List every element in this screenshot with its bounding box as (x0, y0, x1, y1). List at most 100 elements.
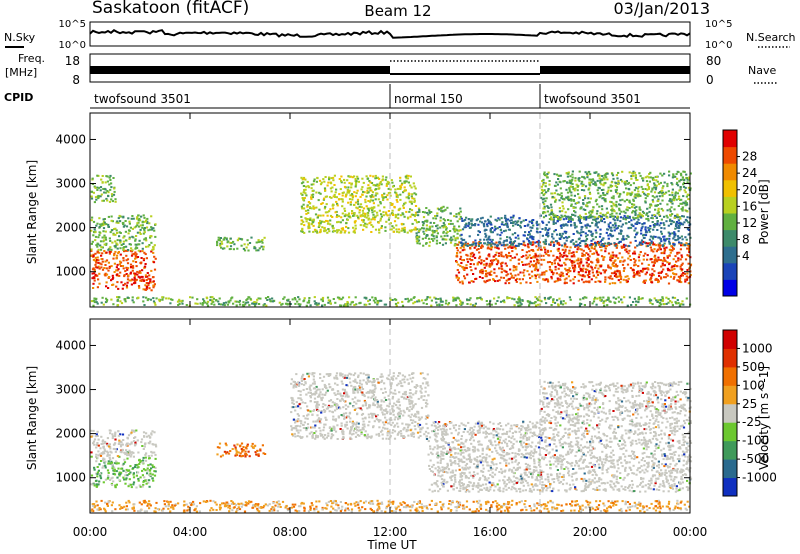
heatmap-cell (367, 218, 370, 221)
heatmap-cell (100, 254, 103, 257)
heatmap-cell (154, 223, 157, 226)
heatmap-cell (648, 210, 651, 213)
heatmap-cell (682, 195, 685, 198)
heatmap-cell (519, 243, 522, 246)
heatmap-cell (126, 281, 129, 284)
heatmap-cell (572, 267, 575, 270)
heatmap-cell (410, 433, 413, 436)
heatmap-cell (515, 280, 518, 283)
heatmap-cell (109, 432, 112, 435)
heatmap-cell (95, 483, 98, 486)
heatmap-cell (535, 220, 538, 223)
heatmap-cell (675, 273, 678, 276)
heatmap-cell (636, 273, 639, 276)
heatmap-cell (466, 303, 469, 305)
heatmap-cell (500, 255, 503, 258)
heatmap-cell (661, 194, 664, 197)
heatmap-cell (313, 300, 316, 303)
heatmap-cell (592, 300, 596, 303)
heatmap-cell (686, 203, 689, 206)
colorbar-segment (723, 179, 737, 197)
heatmap-cell (654, 204, 657, 207)
heatmap-cell (377, 432, 380, 435)
heatmap-cell (580, 261, 583, 264)
heatmap-cell (619, 220, 622, 223)
heatmap-cell (672, 247, 675, 250)
heatmap-cell (108, 252, 111, 255)
heatmap-cell (120, 244, 123, 246)
heatmap-cell (651, 217, 654, 220)
heatmap-cell (97, 236, 100, 239)
heatmap-cell (104, 274, 107, 277)
heatmap-cell (611, 257, 614, 259)
heatmap-cell (96, 442, 99, 444)
heatmap-cell (536, 231, 539, 234)
heatmap-cell (535, 262, 538, 265)
heatmap-cell (585, 258, 588, 261)
heatmap-cell (391, 181, 394, 184)
heatmap-cell (472, 280, 475, 283)
heatmap-cell (149, 236, 152, 239)
heatmap-cell (653, 184, 656, 187)
heatmap-cell (300, 215, 303, 218)
heatmap-cell (255, 249, 258, 252)
heatmap-cell (119, 260, 122, 263)
heatmap-cell (443, 219, 447, 222)
heatmap-cell (665, 273, 668, 276)
heatmap-cell (543, 246, 546, 249)
heatmap-cell (333, 230, 336, 232)
heatmap-cell (647, 187, 650, 190)
heatmap-cell (645, 212, 648, 215)
heatmap-cell (528, 233, 531, 236)
heatmap-cell (644, 188, 647, 190)
heatmap-cell (399, 186, 403, 189)
heatmap-cell (587, 171, 590, 174)
heatmap-cell (526, 245, 530, 248)
heatmap-cell (551, 218, 554, 221)
heatmap-cell (113, 187, 116, 190)
heatmap-cell (436, 232, 439, 235)
heatmap-cell (640, 239, 644, 242)
heatmap-cell (137, 479, 140, 482)
heatmap-cell (90, 455, 93, 458)
heatmap-cell (542, 178, 545, 181)
y-tick-label: 2000 (55, 221, 86, 235)
heatmap-cell (626, 216, 629, 219)
heatmap-cell (563, 251, 566, 254)
heatmap-cell (355, 180, 358, 183)
heatmap-cell (238, 299, 241, 302)
heatmap-cell (630, 219, 633, 222)
heatmap-cell (305, 304, 308, 307)
heatmap-cell (615, 227, 618, 230)
heatmap-cell (103, 458, 106, 461)
heatmap-cell (485, 257, 488, 260)
heatmap-cell (258, 303, 261, 305)
heatmap-cell (144, 469, 147, 472)
heatmap-cell (610, 226, 613, 229)
heatmap-cell (328, 178, 331, 181)
heatmap-cell (410, 230, 413, 233)
heatmap-cell (640, 227, 643, 230)
heatmap-cell (116, 455, 119, 458)
heatmap-cell (308, 297, 311, 299)
heatmap-cell (315, 180, 318, 183)
heatmap-cell (413, 215, 416, 218)
heatmap-cell (555, 173, 559, 176)
heatmap-cell (621, 256, 624, 259)
heatmap-cell (109, 240, 112, 242)
heatmap-cell (334, 418, 338, 421)
heatmap-cell (625, 180, 628, 183)
heatmap-cell (137, 249, 140, 252)
heatmap-cell (158, 300, 161, 303)
heatmap-cell (428, 228, 431, 231)
heatmap-cell (485, 234, 488, 237)
heatmap-cell (686, 210, 689, 213)
heatmap-cell (127, 274, 130, 277)
heatmap-cell (109, 231, 112, 234)
heatmap-cell (387, 218, 390, 221)
heatmap-cell (591, 221, 594, 224)
heatmap-cell (637, 256, 640, 259)
heatmap-cell (511, 242, 515, 245)
heatmap-cell (129, 243, 132, 246)
heatmap-cell (678, 279, 682, 282)
